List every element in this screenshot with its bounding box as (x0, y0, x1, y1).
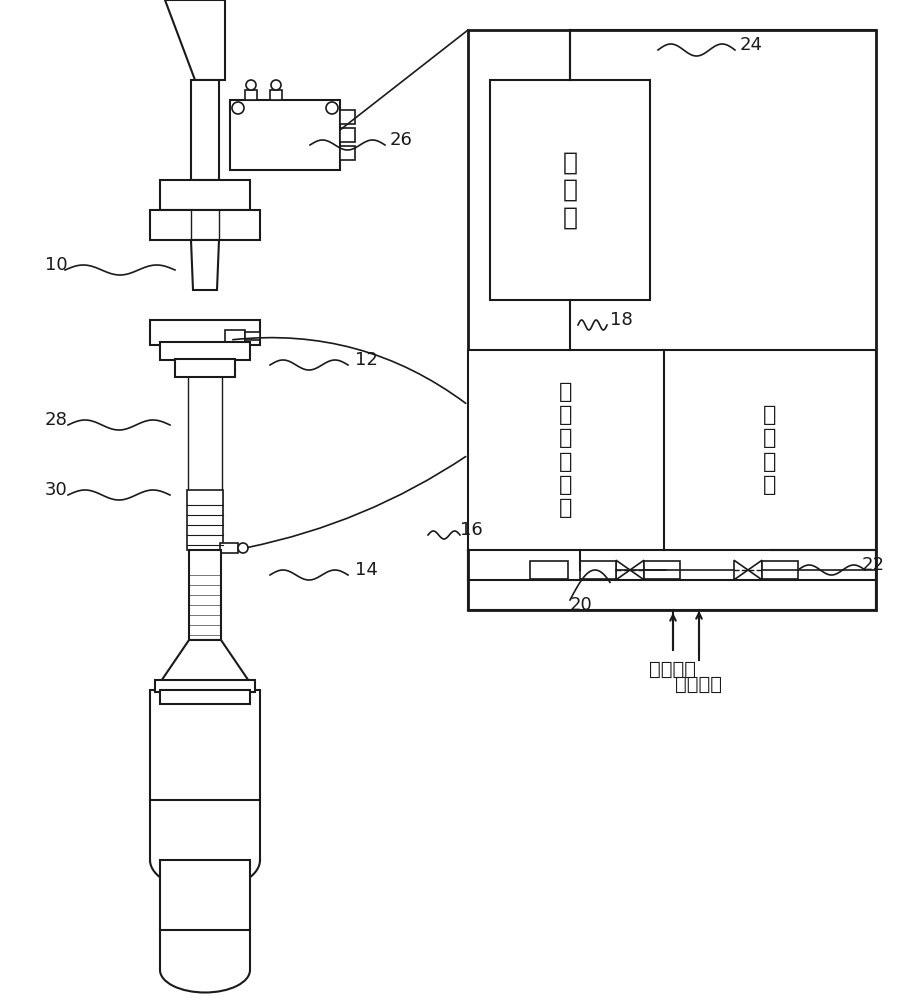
Bar (580, 561, 616, 579)
Bar (155, 680, 255, 692)
Circle shape (246, 80, 256, 90)
Bar (340, 128, 355, 142)
Text: 24: 24 (740, 36, 763, 54)
Bar (245, 332, 260, 340)
Bar (160, 180, 250, 210)
Polygon shape (165, 0, 225, 80)
Bar (160, 690, 250, 704)
Text: 压缩空气: 压缩空气 (650, 660, 697, 679)
Text: 输
出
模
块: 输 出 模 块 (763, 405, 776, 495)
Text: 22: 22 (862, 556, 884, 574)
Text: 压缩空气: 压缩空气 (676, 675, 722, 694)
Bar (644, 561, 680, 579)
Text: 控
制
器: 控 制 器 (563, 150, 577, 230)
Bar (270, 90, 282, 100)
Bar (150, 320, 260, 345)
Polygon shape (191, 240, 219, 290)
Text: 18: 18 (610, 311, 632, 329)
Bar (194, 345, 216, 530)
Bar (185, 345, 225, 360)
Bar (490, 80, 650, 300)
Bar (150, 210, 260, 240)
Text: 26: 26 (390, 131, 413, 149)
Text: 12: 12 (355, 351, 378, 369)
Bar (530, 561, 568, 579)
Bar (187, 490, 223, 550)
Polygon shape (155, 640, 255, 690)
Polygon shape (734, 560, 748, 580)
Circle shape (238, 543, 248, 553)
Polygon shape (616, 560, 630, 580)
Bar (160, 860, 250, 930)
Circle shape (271, 80, 281, 90)
Text: 电
阻
测
量
模
块: 电 阻 测 量 模 块 (559, 382, 573, 518)
Bar (220, 543, 238, 553)
Text: 14: 14 (355, 561, 378, 579)
Bar (340, 146, 355, 160)
Circle shape (326, 102, 338, 114)
Bar (340, 110, 355, 124)
Bar (230, 100, 340, 170)
Bar (762, 561, 798, 579)
Bar (468, 350, 876, 550)
Bar (191, 80, 219, 180)
Polygon shape (630, 560, 644, 580)
Text: 16: 16 (460, 521, 483, 539)
Bar (160, 342, 250, 360)
Bar (225, 330, 245, 342)
Bar (245, 90, 257, 100)
Bar (175, 359, 235, 377)
Bar (188, 355, 222, 525)
Bar (150, 690, 260, 800)
Text: 10: 10 (45, 256, 68, 274)
Text: 30: 30 (45, 481, 68, 499)
Text: 28: 28 (45, 411, 68, 429)
Circle shape (232, 102, 244, 114)
Text: 20: 20 (570, 596, 593, 614)
Bar (468, 30, 876, 610)
Polygon shape (748, 560, 762, 580)
Bar (189, 550, 221, 640)
